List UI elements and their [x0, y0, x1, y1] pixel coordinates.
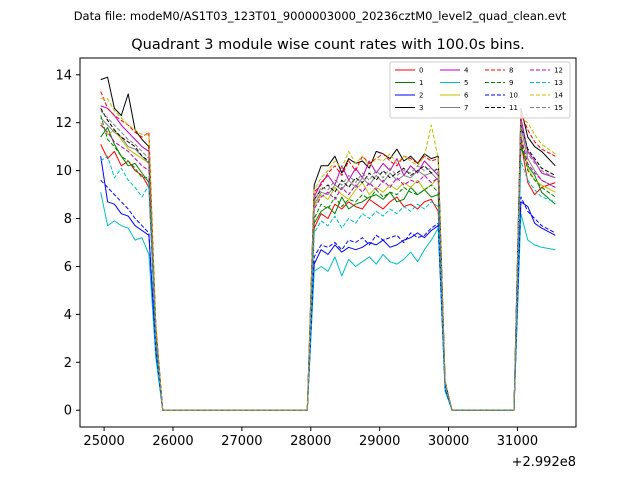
- plot-frame: [79, 57, 577, 428]
- x-axis: 25000 26000 27000 28000 29000 30000 31000: [83, 427, 538, 449]
- legend-label-11: 11: [509, 104, 518, 112]
- y-tick-label: 0: [64, 404, 72, 419]
- legend-label-4: 4: [464, 67, 469, 75]
- x-tick-label: 28000: [290, 434, 331, 449]
- legend-label-0: 0: [419, 67, 423, 75]
- legend-label-3: 3: [419, 104, 423, 112]
- legend-label-8: 8: [509, 67, 513, 75]
- legend-box: [389, 61, 571, 119]
- x-tick-label: 31000: [497, 434, 538, 449]
- y-tick-label: 6: [64, 260, 72, 275]
- legend-label-14: 14: [554, 92, 563, 100]
- y-tick-label: 4: [64, 308, 72, 323]
- x-offset-label: +2.992e8: [512, 455, 576, 470]
- legend-label-6: 6: [464, 92, 469, 100]
- y-tick-label: 10: [55, 164, 72, 179]
- legend-label-5: 5: [464, 79, 468, 87]
- legend-label-9: 9: [509, 79, 513, 87]
- y-tick-label: 2: [64, 356, 72, 371]
- y-tick-label: 8: [64, 212, 72, 227]
- chart-title: Quadrant 3 module wise count rates with …: [131, 37, 525, 53]
- y-tick-label: 12: [55, 116, 72, 131]
- plot-series-group: [100, 76, 556, 411]
- legend-label-1: 1: [419, 79, 423, 87]
- x-tick-label: 26000: [152, 434, 193, 449]
- x-tick-label: 25000: [83, 434, 124, 449]
- figure-suptitle: Data file: modeM0/AS1T03_123T01_90000030…: [74, 9, 567, 23]
- y-tick-label: 14: [55, 68, 72, 83]
- legend-label-2: 2: [419, 92, 423, 100]
- y-axis: 0 2 4 6 8 10 12 14: [55, 68, 80, 419]
- legend-label-13: 13: [554, 79, 563, 87]
- legend-label-15: 15: [554, 104, 563, 112]
- series-line-9: [100, 115, 556, 411]
- x-tick-label: 27000: [221, 434, 262, 449]
- x-tick-label: 29000: [359, 434, 400, 449]
- legend-label-12: 12: [554, 67, 563, 75]
- series-line-15: [100, 110, 556, 411]
- legend-label-10: 10: [509, 92, 518, 100]
- series-line-10: [100, 179, 556, 411]
- x-tick-label: 30000: [428, 434, 469, 449]
- legend-label-7: 7: [464, 104, 468, 112]
